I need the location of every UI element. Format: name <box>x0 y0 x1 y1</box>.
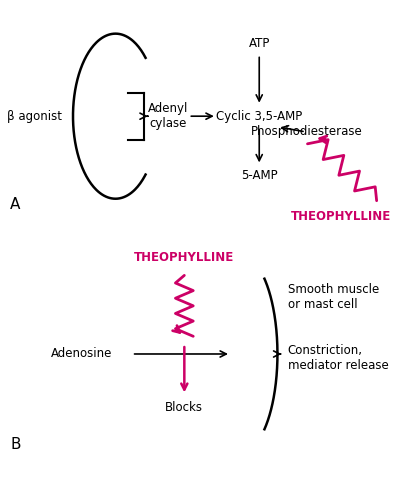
Text: A: A <box>10 197 20 212</box>
Text: Adenyl
cylase: Adenyl cylase <box>148 102 188 130</box>
Text: Constriction,
mediator release: Constriction, mediator release <box>288 344 388 372</box>
Text: Phosphodiesterase: Phosphodiesterase <box>251 125 362 138</box>
Text: ATP: ATP <box>249 37 270 50</box>
Text: Adenosine: Adenosine <box>51 348 112 360</box>
Text: THEOPHYLLINE: THEOPHYLLINE <box>291 210 391 223</box>
Text: B: B <box>10 437 21 452</box>
Text: Blocks: Blocks <box>165 400 203 414</box>
Text: THEOPHYLLINE: THEOPHYLLINE <box>134 251 234 264</box>
Text: Smooth muscle
or mast cell: Smooth muscle or mast cell <box>288 283 379 311</box>
Text: 5-AMP: 5-AMP <box>241 168 278 181</box>
Text: β agonist: β agonist <box>8 110 63 123</box>
Text: Cyclic 3,5-AMP: Cyclic 3,5-AMP <box>216 110 302 123</box>
